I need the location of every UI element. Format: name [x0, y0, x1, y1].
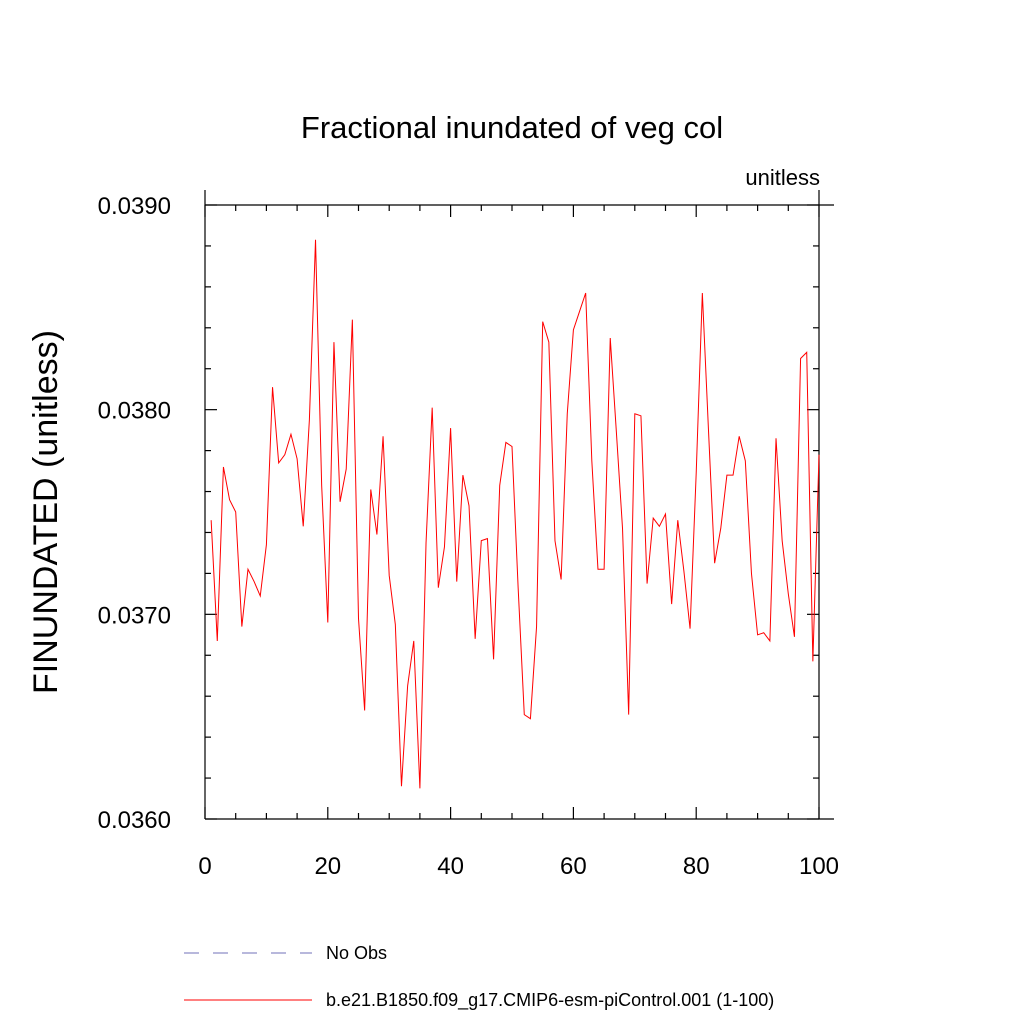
ticks-layer: 0 20 40 60 80 100 0.0360 0.0370 0.0380 0.0390: [98, 190, 839, 880]
y-tick-label: 0.0390: [98, 193, 171, 220]
x-tick-label: 40: [437, 853, 464, 880]
y-tick-label: 0.0360: [98, 807, 171, 834]
series-line: [210, 239, 820, 789]
units-label: unitless: [745, 165, 820, 190]
legend: No Obs b.e21.B1850.f09_g17.CMIP6-esm-piCo…: [184, 943, 774, 1011]
x-tick-label: 60: [560, 853, 587, 880]
x-tick-label: 80: [683, 853, 710, 880]
chart-title: Fractional inundated of veg col: [301, 110, 723, 145]
y-tick-label: 0.0370: [98, 602, 171, 629]
y-tick-label: 0.0380: [98, 398, 171, 425]
x-tick-label: 100: [799, 853, 839, 880]
y-axis-title: FINUNDATED (unitless): [27, 330, 65, 694]
x-tick-label: 0: [198, 853, 211, 880]
x-tick-label: 20: [314, 853, 341, 880]
plot-area: [210, 239, 820, 789]
legend-label: b.e21.B1850.f09_g17.CMIP6-esm-piControl.…: [326, 990, 774, 1011]
legend-label: No Obs: [326, 943, 387, 963]
